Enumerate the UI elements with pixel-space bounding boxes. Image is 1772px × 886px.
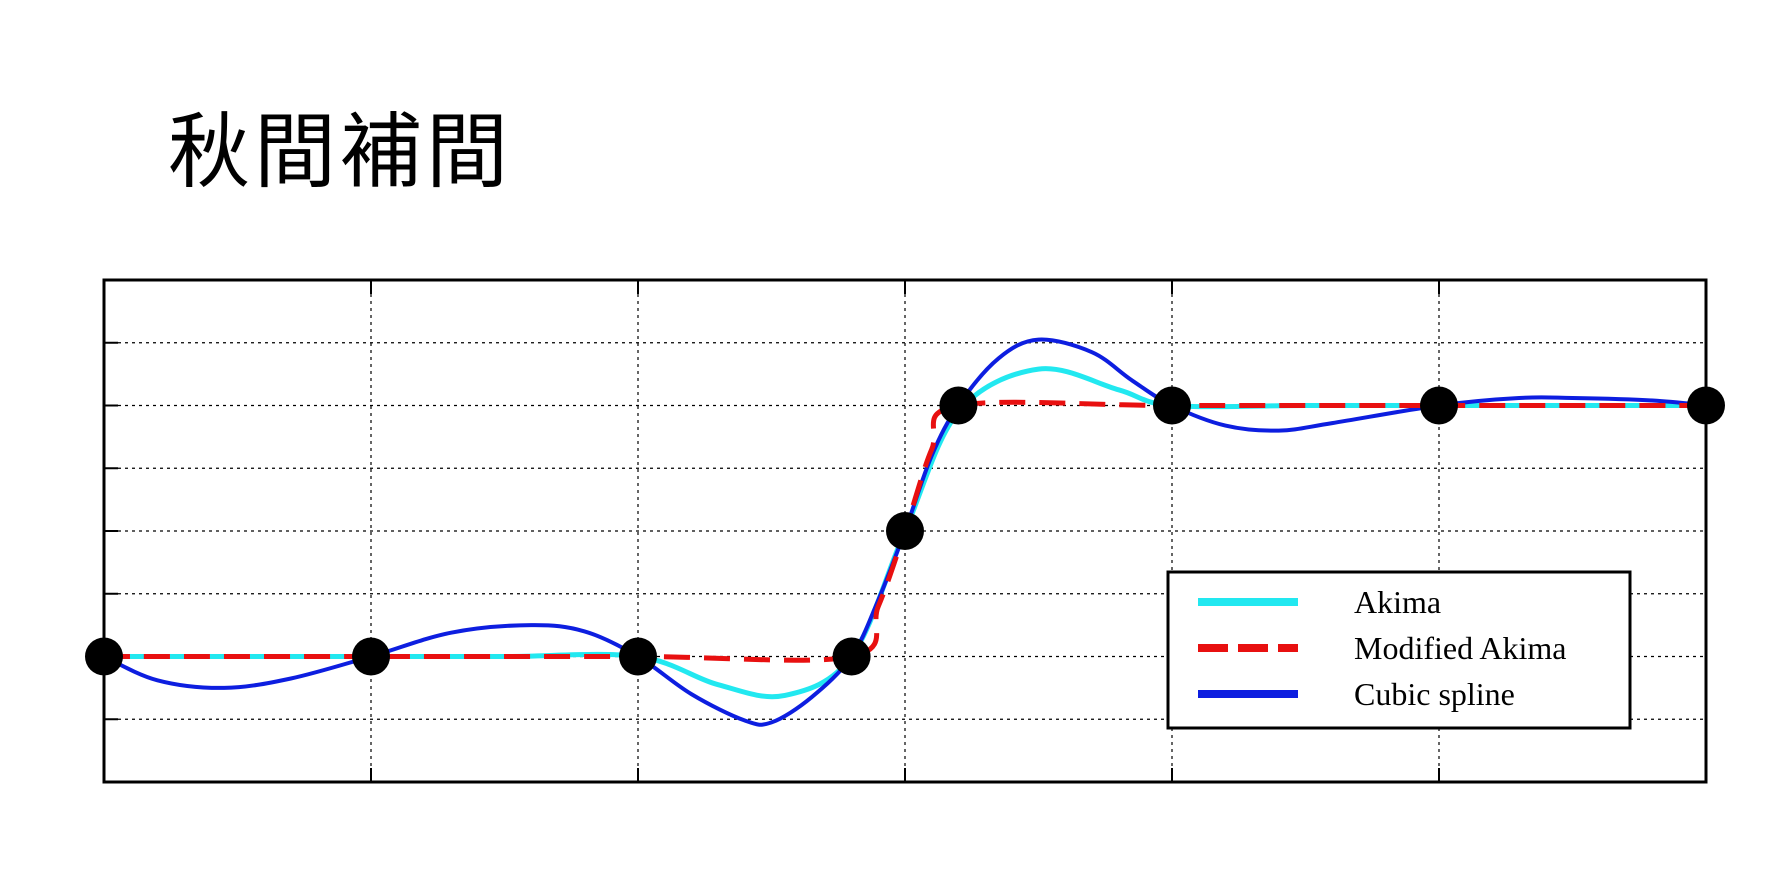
legend: Akima Modified Akima Cubic spline xyxy=(1166,570,1632,730)
axis-ticks xyxy=(104,280,1440,782)
plot-frame xyxy=(102,278,1708,784)
data-point xyxy=(886,512,924,550)
legend-label-akima: Akima xyxy=(1354,584,1441,620)
chart-title: 秋間補間 xyxy=(168,105,513,200)
data-point xyxy=(1153,386,1191,425)
legend-label-modified-akima: Modified Akima xyxy=(1354,630,1566,666)
data-point xyxy=(939,386,978,425)
data-point xyxy=(619,637,657,676)
data-point xyxy=(352,637,390,676)
data-point xyxy=(1420,386,1458,425)
data-point xyxy=(832,637,871,676)
legend-label-cubic-spline: Cubic spline xyxy=(1354,676,1515,712)
